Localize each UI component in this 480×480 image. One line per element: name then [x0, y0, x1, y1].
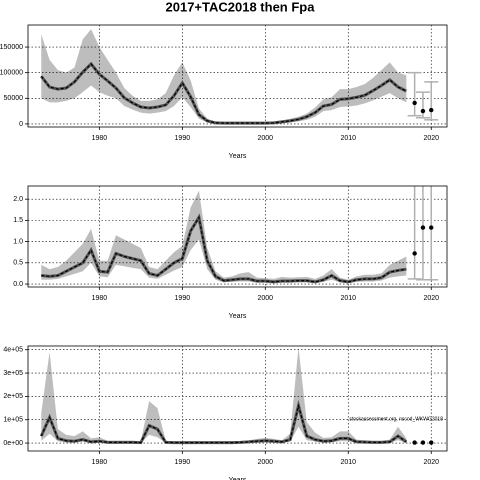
- plot-frame: [27, 345, 448, 452]
- confidence-band: [41, 347, 407, 443]
- x-tick-label: 2010: [340, 459, 356, 466]
- x-tick-label: 1990: [175, 135, 191, 142]
- annotation: stockassessment.org, nscod_WKWG2018: [349, 416, 443, 422]
- y-tick-label: 1e+05: [3, 417, 23, 424]
- y-tick-label: 1.0: [13, 238, 23, 245]
- x-tick-label: 1980: [92, 135, 108, 142]
- y-tick-label: 50000: [4, 95, 24, 102]
- x-axis-label: Years: [229, 477, 247, 480]
- projection-point: [420, 225, 426, 230]
- x-tick-label: 1990: [175, 295, 191, 302]
- projection-point: [429, 440, 434, 445]
- plot-frame: [27, 24, 448, 128]
- projection-point: [429, 107, 434, 113]
- median-line-dash: [40, 403, 407, 444]
- x-tick-label: 2020: [423, 459, 439, 466]
- x-tick-label: 2000: [258, 135, 274, 142]
- plot-area: [28, 346, 447, 451]
- x-tick-label: 2000: [258, 459, 274, 466]
- y-tick-label: 150000: [0, 44, 23, 51]
- x-tick-label: 2020: [423, 295, 439, 302]
- y-tick-label: 3e+05: [3, 370, 23, 377]
- y-tick-label: 0.0: [13, 281, 23, 288]
- plot-frame: [27, 185, 448, 288]
- y-tick-label: 1.5: [13, 217, 23, 224]
- y-tick-label: 0.5: [13, 260, 23, 267]
- y-tick-label: 2e+05: [3, 393, 23, 400]
- projection-point: [429, 225, 434, 230]
- plot-area: [28, 186, 447, 287]
- projection-point: [412, 440, 417, 445]
- y-tick-label: 4e+05: [3, 347, 23, 354]
- projection-point: [412, 100, 417, 106]
- x-tick-label: 2010: [340, 135, 356, 142]
- median-line-dash: [40, 63, 407, 124]
- y-tick-label: 100000: [0, 70, 23, 77]
- projection-point: [412, 251, 417, 256]
- projection-point: [420, 440, 426, 445]
- x-tick-label: 1990: [175, 459, 191, 466]
- confidence-band: [41, 29, 407, 124]
- y-tick-label: 0e+00: [3, 440, 23, 447]
- projection-point: [420, 108, 426, 114]
- x-tick-label: 2020: [423, 135, 439, 142]
- plot-area: [28, 25, 447, 127]
- x-tick-label: 2010: [340, 295, 356, 302]
- confidence-band: [41, 190, 407, 284]
- x-tick-label: 1980: [92, 295, 108, 302]
- x-tick-label: 1980: [92, 459, 108, 466]
- x-axis-label: Years: [229, 153, 247, 160]
- y-tick-label: 0: [19, 121, 23, 128]
- y-tick-label: 2.0: [13, 196, 23, 203]
- x-tick-label: 2000: [258, 295, 274, 302]
- x-axis-label: Years: [229, 313, 247, 320]
- median-line-dash: [41, 215, 407, 283]
- chart-title: 2017+TAC2018 then Fpa: [166, 0, 316, 14]
